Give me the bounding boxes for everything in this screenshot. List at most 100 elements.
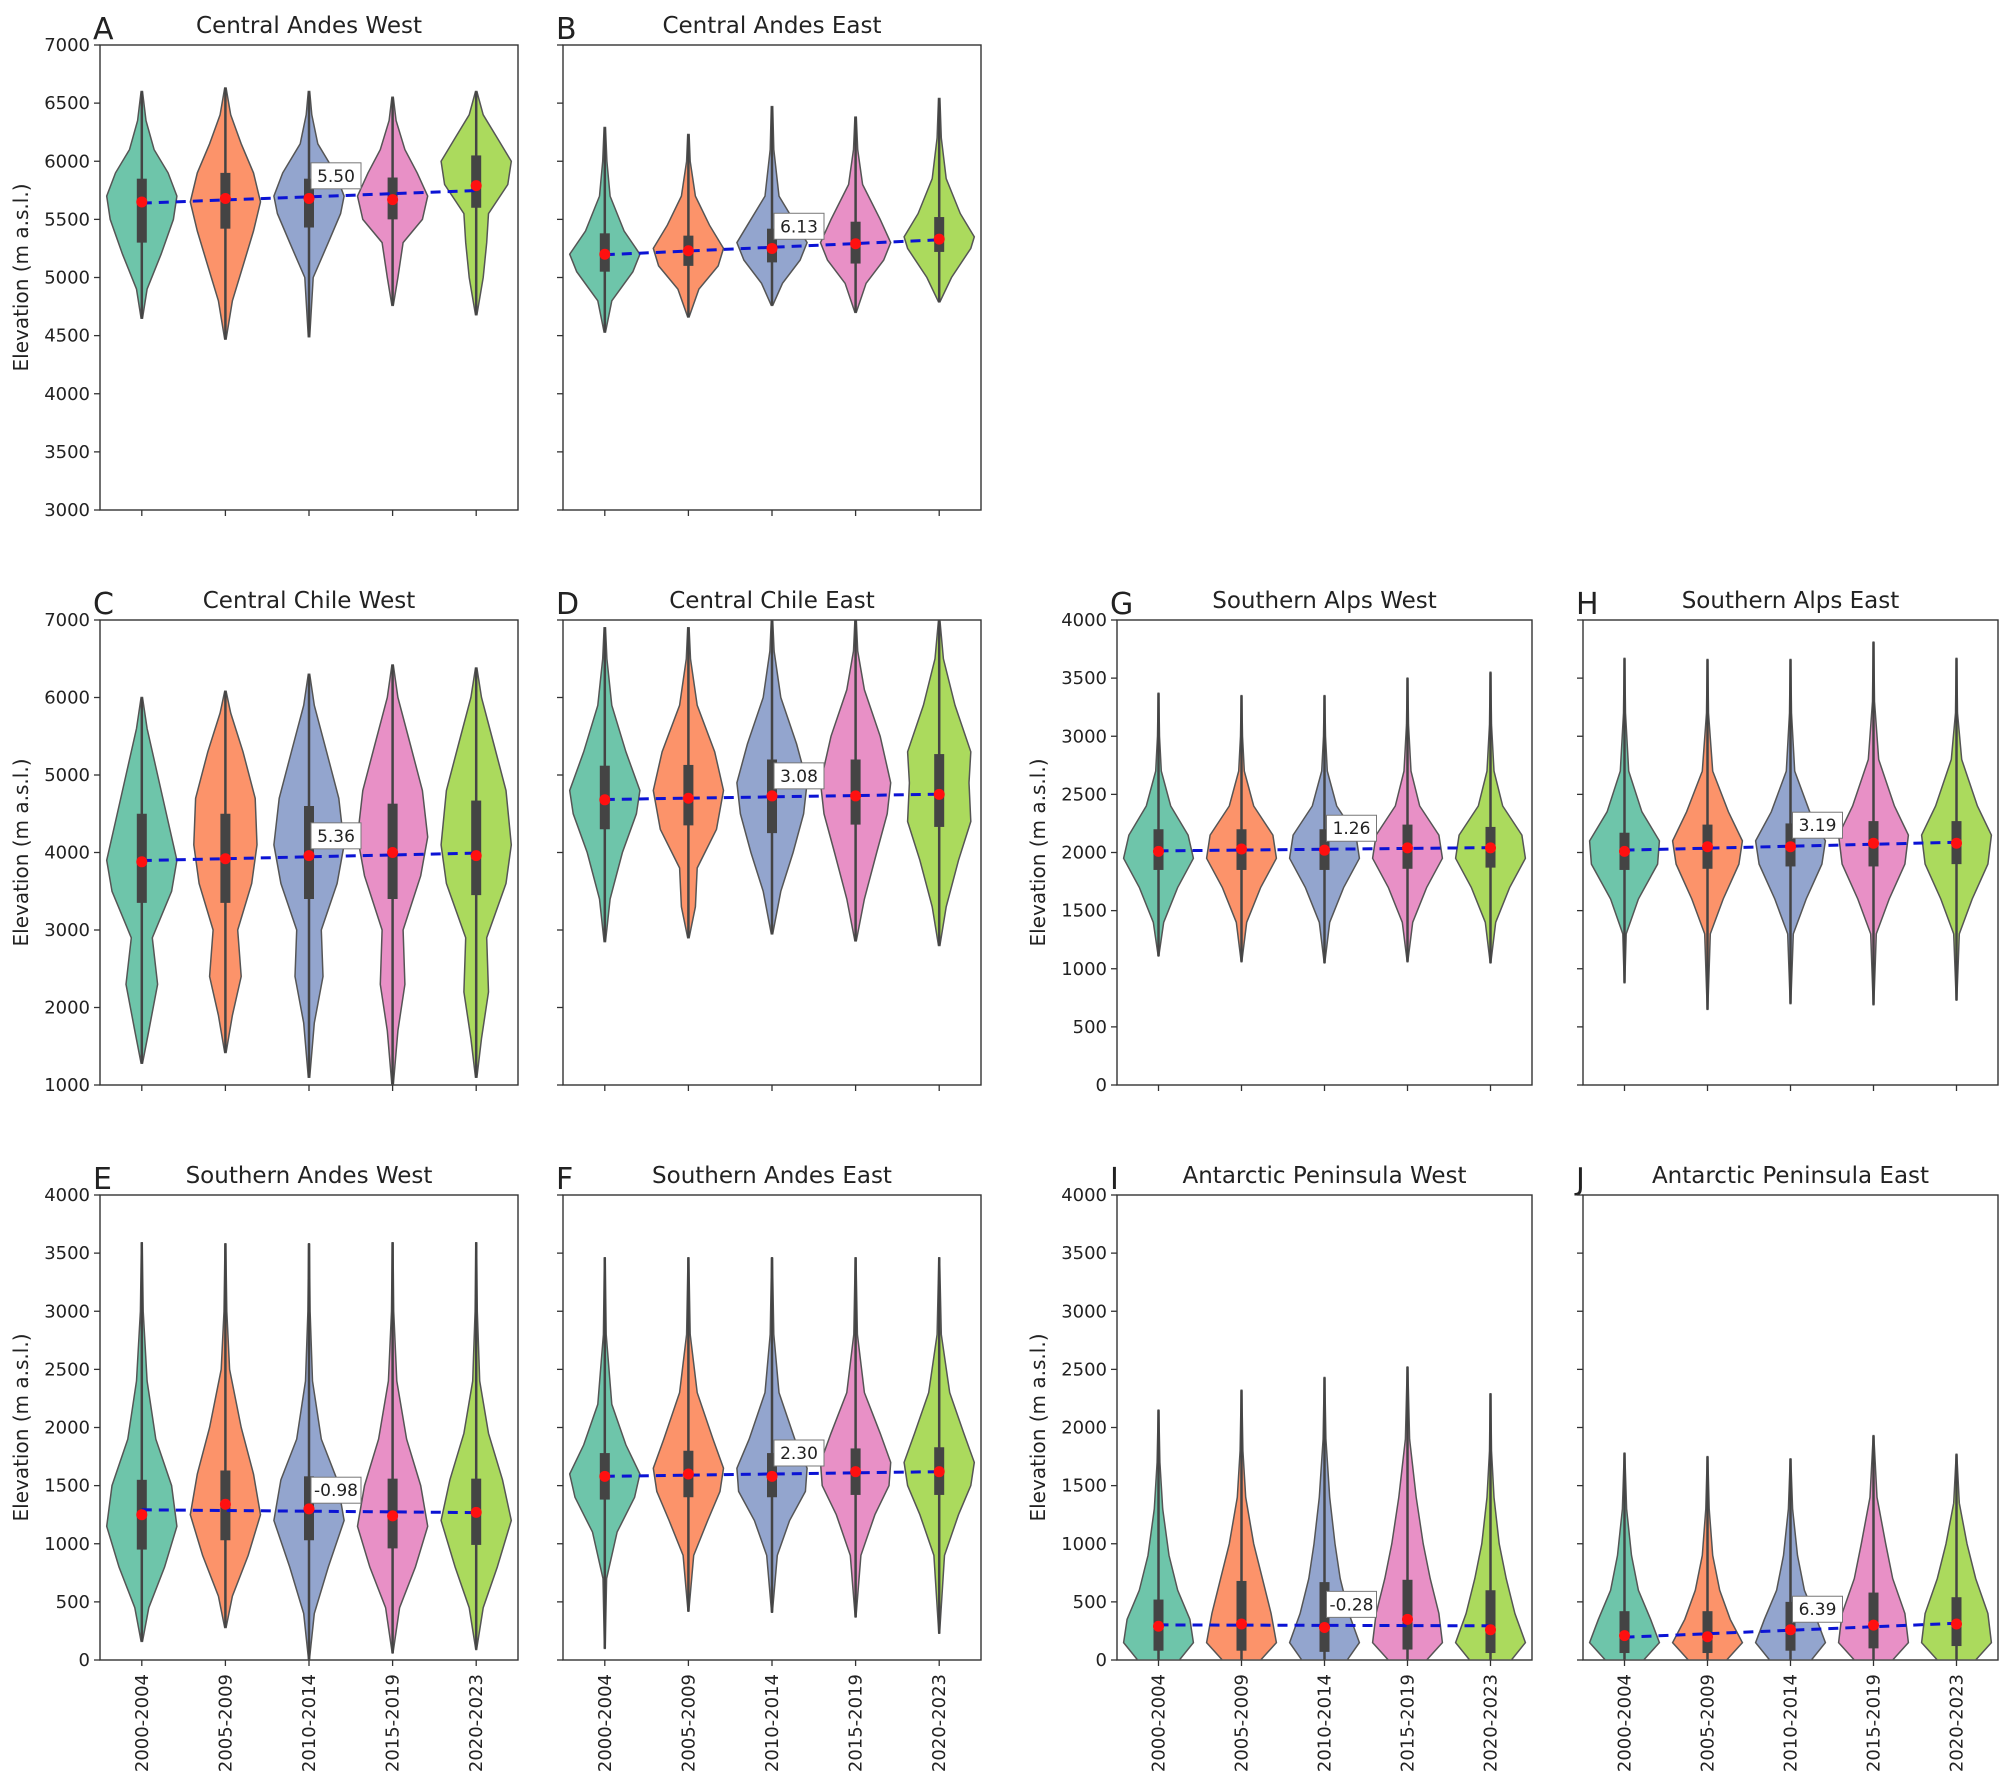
- x-tick-label: 2000-2004: [132, 1674, 153, 1772]
- panel-d: Central Chile East D 3.08: [556, 587, 982, 1091]
- panel-title: Antarctic Peninsula East: [1652, 1163, 1929, 1189]
- slope-label: -0.98: [314, 1481, 358, 1501]
- trend-line: [604, 1470, 940, 1478]
- median-point-2000-2004: [599, 248, 611, 260]
- slope-label-box: [310, 822, 362, 850]
- median-point-2010-2014: [766, 790, 778, 802]
- x-tick-label: 2005-2009: [678, 1674, 699, 1772]
- slope-label-box: [773, 762, 825, 790]
- y-tick-label: 3000: [44, 1301, 90, 1322]
- x-tick-label: 2020-2023: [1947, 1674, 1968, 1772]
- panel-letter: J: [1574, 1162, 1585, 1197]
- median-point-2015-2019: [387, 1510, 399, 1522]
- median-point-2010-2014: [766, 242, 778, 254]
- median-point-2000-2004: [1153, 845, 1164, 857]
- y-tick-label: 3000: [1061, 1301, 1107, 1322]
- iqr-box-2020-2023: [1485, 1590, 1496, 1654]
- panel-title: Central Chile West: [203, 588, 415, 614]
- median-point-2015-2019: [1868, 837, 1879, 849]
- violins: [568, 620, 972, 947]
- panel-letter: D: [556, 587, 579, 622]
- slope-label-box: [310, 162, 362, 190]
- median-point-2000-2004: [1619, 845, 1630, 857]
- median-point-2020-2023: [933, 788, 945, 800]
- median-point-2000-2004: [599, 1470, 611, 1482]
- panel-letter: C: [93, 587, 114, 622]
- x-tick-label: 2010-2014: [1315, 1674, 1336, 1772]
- panel-f: Southern Andes East F 2000-2004 2005-2009 20…: [556, 1162, 982, 1772]
- y-tick-label: 1500: [1061, 1476, 1107, 1497]
- y-tick-label: 4000: [1061, 610, 1107, 631]
- panel-j: Antarctic Peninsula East J 2000-2004 2005-2…: [1574, 1162, 1999, 1772]
- median-point-2000-2004: [136, 856, 148, 868]
- panel-letter: B: [556, 12, 577, 47]
- panel-title: Central Andes East: [662, 13, 881, 39]
- y-tick-label: 0: [79, 1650, 90, 1671]
- trend-line: [604, 238, 940, 257]
- y-tick-label: 3000: [44, 500, 90, 521]
- slope-label: 5.36: [317, 827, 355, 847]
- violins: [1122, 1366, 1527, 1660]
- y-tick-label: 4000: [44, 384, 90, 405]
- median-point-2015-2019: [387, 194, 399, 206]
- median-point-2000-2004: [136, 196, 148, 208]
- y-axis-label: Elevation (m a.s.l.): [9, 1333, 33, 1521]
- median-point-2010-2014: [303, 1503, 315, 1515]
- median-point-2015-2019: [1402, 1613, 1413, 1625]
- median-point-2010-2014: [303, 192, 315, 204]
- y-tick-label: 4000: [1061, 1185, 1107, 1206]
- x-tick-label: 2020-2023: [929, 1674, 950, 1772]
- median-point-2020-2023: [1951, 837, 1962, 849]
- median-point-2015-2019: [850, 790, 862, 802]
- y-tick-label: 1500: [44, 1476, 90, 1497]
- y-tick-label: 6000: [44, 688, 90, 709]
- y-tick-label: 7000: [44, 35, 90, 56]
- median-point-2015-2019: [850, 238, 862, 250]
- y-tick-label: 5000: [44, 268, 90, 289]
- median-point-2020-2023: [933, 233, 945, 245]
- x-tick-label: 2015-2019: [1398, 1674, 1419, 1772]
- slope-label: 3.19: [1799, 816, 1837, 836]
- panel-title: Southern Andes East: [652, 1163, 892, 1189]
- y-tick-label: 500: [1073, 1017, 1107, 1038]
- median-point-2020-2023: [470, 1506, 482, 1518]
- median-point-2000-2004: [1153, 1620, 1164, 1632]
- median-point-2005-2009: [682, 245, 694, 257]
- panel-b: Central Andes East B 6.13: [556, 12, 982, 516]
- panel-title: Southern Andes West: [186, 1163, 433, 1189]
- x-tick-label: 2010-2014: [1781, 1674, 1802, 1772]
- violins: [1588, 641, 1993, 1011]
- slope-label: 6.39: [1799, 1600, 1837, 1620]
- panel-c: Central Chile West C 1000 2000 3000 4000 5000 6…: [9, 587, 519, 1096]
- slope-label: 1.26: [1333, 819, 1371, 839]
- median-point-2015-2019: [1868, 1619, 1879, 1631]
- median-point-2005-2009: [219, 853, 231, 865]
- median-point-2010-2014: [1785, 841, 1796, 853]
- x-tick-label: 2000-2004: [1615, 1674, 1636, 1772]
- slope-label-box: [310, 1476, 362, 1504]
- y-tick-label: 0: [1096, 1650, 1107, 1671]
- panel-title: Southern Alps East: [1682, 588, 1900, 614]
- median-point-2005-2009: [219, 1498, 231, 1510]
- median-point-2020-2023: [470, 180, 482, 192]
- slope-label: 2.30: [780, 1444, 818, 1464]
- panel-title: Antarctic Peninsula West: [1182, 1163, 1466, 1189]
- median-point-2010-2014: [1319, 844, 1330, 856]
- x-tick-label: 2010-2014: [299, 1674, 320, 1772]
- slope-label-box: [773, 1439, 825, 1467]
- median-point-2020-2023: [1485, 842, 1496, 854]
- median-point-2010-2014: [303, 850, 315, 862]
- x-tick-label: 2020-2023: [466, 1674, 487, 1772]
- median-point-2005-2009: [219, 192, 231, 204]
- y-axis-label: Elevation (m a.s.l.): [9, 758, 33, 946]
- x-tick-label: 2005-2009: [1698, 1674, 1719, 1772]
- y-tick-label: 2000: [1061, 843, 1107, 864]
- violins: [568, 1257, 976, 1650]
- y-tick-label: 3000: [44, 920, 90, 941]
- iqr-box-2010-2014: [1319, 1582, 1330, 1652]
- median-point-2020-2023: [1485, 1624, 1496, 1636]
- y-axis-label: Elevation (m a.s.l.): [9, 183, 33, 371]
- iqr-box-2005-2009: [1236, 1580, 1247, 1651]
- x-tick-label: 2005-2009: [215, 1674, 236, 1772]
